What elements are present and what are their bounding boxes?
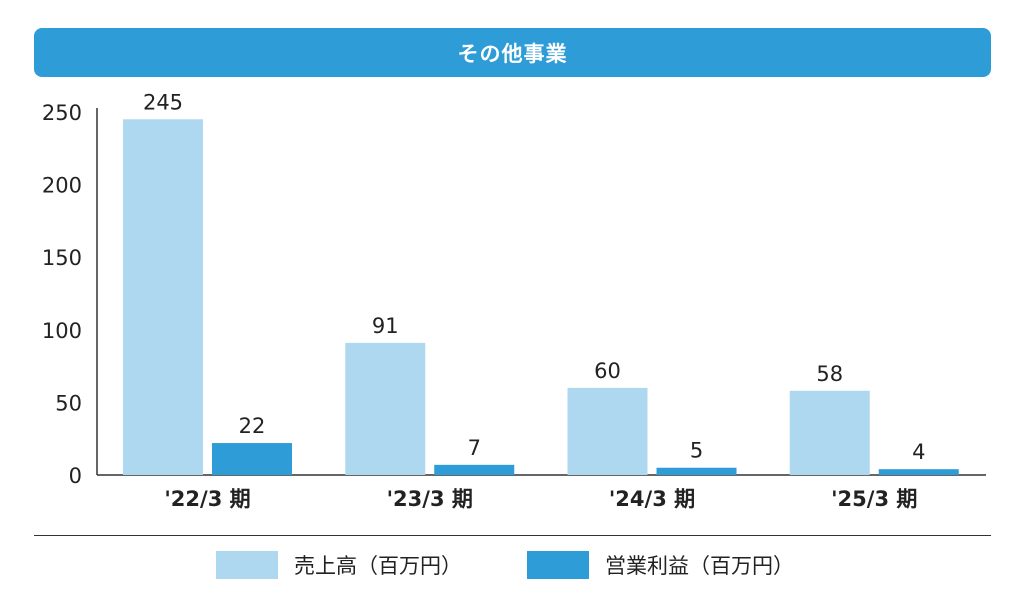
bar-profit (656, 467, 737, 475)
y-tick-label: 200 (42, 174, 82, 198)
bar-chart: 0 50 100 150 200 250 245 22 '22/3 期 91 7 '23/3 期 60 5… (42, 90, 986, 511)
data-label-sales: 58 (816, 362, 843, 386)
data-label-sales: 245 (143, 90, 183, 114)
chart-title-bar: その他事業 (34, 28, 991, 77)
legend-label-sales: 売上高（百万円） (294, 554, 462, 578)
x-category-label: '25/3 期 (831, 487, 917, 511)
bar-profit (434, 464, 515, 475)
data-label-sales: 60 (594, 359, 621, 383)
legend-label-profit: 営業利益（百万円） (605, 554, 794, 578)
data-label-profit: 5 (690, 439, 703, 463)
chart-title: その他事業 (457, 41, 568, 66)
legend-item-sales: 売上高（百万円） (216, 550, 462, 580)
legend-swatch-sales (216, 551, 278, 579)
legend-swatch-profit (527, 551, 589, 579)
y-tick-label: 50 (55, 391, 82, 415)
data-label-profit: 4 (912, 440, 925, 464)
legend: 売上高（百万円） 営業利益（百万円） (0, 550, 1025, 584)
data-label-profit: 22 (239, 414, 266, 438)
bar-sales (567, 387, 648, 475)
x-category-label: '24/3 期 (609, 487, 695, 511)
data-label-profit: 7 (468, 436, 481, 460)
y-tick-label: 150 (42, 246, 82, 270)
bar-sales (789, 390, 870, 475)
x-category-label: '22/3 期 (164, 487, 250, 511)
y-tick-label: 0 (69, 464, 82, 488)
legend-divider (34, 535, 991, 536)
data-label-sales: 91 (372, 314, 399, 338)
bar-sales (123, 119, 203, 475)
bar-profit (212, 443, 292, 475)
legend-item-profit: 営業利益（百万円） (527, 550, 794, 580)
x-category-label: '23/3 期 (387, 487, 473, 511)
y-tick-label: 250 (42, 101, 82, 125)
bar-profit (878, 469, 959, 475)
y-tick-label: 100 (42, 319, 82, 343)
bar-sales (345, 342, 426, 475)
